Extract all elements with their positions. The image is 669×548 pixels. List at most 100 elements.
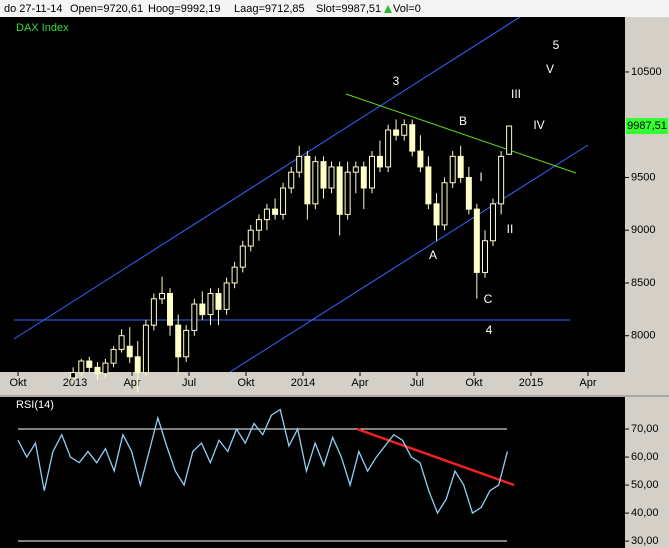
y-tick-label: 40,00: [631, 507, 659, 519]
last-price-label: 9987,51: [627, 120, 667, 132]
channel-upper: [13, 16, 521, 340]
wave-label: A: [429, 248, 437, 262]
candle-body: [457, 155, 464, 178]
y-tick-label: 8500: [631, 277, 655, 289]
x-tick-label: Apr: [351, 377, 368, 389]
candle-body: [401, 124, 408, 136]
wave-label: 3: [393, 74, 400, 88]
y-tick-label: 30,00: [631, 535, 659, 547]
volume-icon: [384, 5, 392, 13]
x-tick-label: Okt: [237, 377, 254, 389]
candle-body: [441, 182, 448, 226]
y-tick-label: 60,00: [631, 451, 659, 463]
candle-body: [215, 293, 222, 310]
wave-label: B: [459, 114, 467, 128]
candle-body: [255, 219, 262, 231]
candle-body: [288, 171, 295, 189]
header-low: Laag=9712,85: [234, 3, 305, 15]
rsi-title: RSI(14): [16, 399, 54, 411]
candle-body: [102, 362, 109, 375]
candle-body: [126, 345, 133, 358]
candle-body: [376, 155, 383, 168]
x-tick-label: Jul: [182, 377, 196, 389]
y-tick-label: 8000: [631, 330, 655, 342]
wave-label: I: [479, 170, 482, 184]
wave-label: II: [507, 222, 514, 236]
candle-body: [328, 166, 335, 189]
candle-body: [481, 240, 488, 273]
candle-body: [70, 372, 77, 379]
candle-body: [385, 129, 392, 168]
wave-label: 5: [553, 38, 560, 52]
candle-body: [473, 208, 480, 273]
candle-body: [465, 176, 472, 210]
candle-body: [175, 324, 182, 358]
x-tick-label: Okt: [465, 377, 482, 389]
candle-body: [320, 161, 327, 189]
candle-body: [352, 166, 359, 173]
candle-body: [360, 166, 367, 189]
header-date: do 27-11-14: [4, 3, 63, 15]
header-bar: [0, 0, 669, 17]
candle-body: [207, 293, 214, 316]
x-tick-label: 2015: [519, 377, 543, 389]
candle-body: [94, 366, 101, 375]
y-tick-label: 50,00: [631, 479, 659, 491]
candle-body: [223, 282, 230, 310]
candle-body: [199, 303, 206, 316]
candle-body: [86, 360, 93, 368]
header-volume: Vol=0: [393, 3, 421, 15]
candle-body: [134, 356, 141, 374]
candle-body: [118, 335, 125, 350]
wave-labels: 3 5 V III B IV I A II C 4: [393, 38, 560, 337]
candle-body: [239, 245, 246, 268]
x-tick-label: Okt: [9, 377, 26, 389]
rsi-trend-line: [356, 427, 515, 487]
y-tick-label: 10500: [631, 66, 662, 78]
candle-body: [183, 329, 190, 358]
candle-body: [280, 187, 287, 215]
last-price-box: [626, 118, 668, 135]
candle-body: [336, 166, 343, 215]
candle-body: [296, 155, 303, 173]
rsi-line: [17, 408, 509, 515]
x-tick-label: 2014: [291, 377, 315, 389]
wave-label: C: [484, 292, 493, 306]
candle-body: [159, 293, 166, 300]
candle-body: [312, 161, 319, 205]
candle-body: [272, 208, 279, 215]
header-high: Hoog=9992,19: [148, 3, 220, 15]
wave-label: III: [511, 87, 521, 101]
candle-body: [449, 155, 456, 184]
wave-label: IV: [533, 118, 544, 132]
x-tick-label: 2013: [63, 377, 87, 389]
channel-lower: [229, 144, 589, 373]
candle-body: [167, 293, 174, 326]
candle-body: [498, 155, 505, 205]
wave-label: V: [546, 62, 554, 76]
rsi-panel: [0, 397, 625, 548]
main-title: DAX Index: [16, 22, 69, 34]
x-tick-label: Apr: [123, 377, 140, 389]
candle-body: [231, 266, 238, 284]
candle-body: [110, 348, 117, 364]
wave-label: 4: [486, 323, 493, 337]
candle-body: [304, 155, 311, 205]
x-tick-label: Apr: [579, 377, 596, 389]
resistance-line: [345, 93, 577, 174]
y-tick-label: 70,00: [631, 423, 659, 435]
candle-body: [393, 129, 400, 136]
candle-body: [344, 171, 351, 215]
candle-body: [409, 124, 416, 152]
candle-body: [247, 229, 254, 247]
candle-body: [433, 203, 440, 226]
candle-body: [150, 298, 157, 326]
candle-body: [425, 166, 432, 205]
y-tick-label: 9500: [631, 171, 655, 183]
y-tick-label: 9000: [631, 224, 655, 236]
candle-body: [78, 360, 85, 374]
x-tick-label: Jul: [410, 377, 424, 389]
header: do 27-11-14 Open=9720,61 Hoog=9992,19 La…: [4, 3, 421, 15]
